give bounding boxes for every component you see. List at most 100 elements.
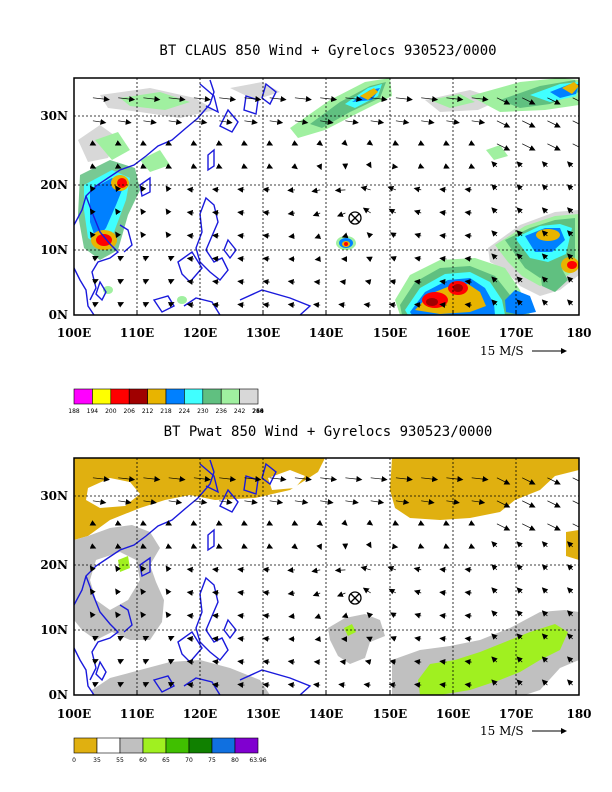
- wind-vector-arrow: [464, 186, 472, 193]
- wind-vector-arrow: [491, 679, 498, 686]
- wind-vector-arrow: [219, 96, 237, 103]
- colorbar-swatch: [128, 388, 148, 405]
- wind-vector-arrow: [320, 96, 338, 103]
- wind-vector-arrow: [341, 232, 349, 239]
- wind-vector-arrow: [491, 230, 498, 237]
- wind-vector-arrow: [491, 161, 498, 168]
- wind-vector-arrow: [443, 163, 450, 169]
- wind-vector-arrow: [547, 523, 561, 531]
- wind-vector-arrow: [312, 590, 321, 597]
- wind-vector-arrow: [237, 255, 245, 262]
- wind-vector-arrow: [522, 477, 536, 485]
- wind-vector-arrow: [312, 210, 321, 217]
- wind-vector-arrow: [547, 477, 561, 485]
- wind-vector-arrow: [193, 96, 211, 103]
- wind-vector-arrow: [320, 118, 334, 125]
- wind-vector-arrow: [345, 498, 359, 505]
- wind-vector-arrow: [341, 612, 349, 619]
- wind-vector-arrow: [414, 278, 422, 285]
- wind-vector-arrow: [446, 498, 460, 505]
- wind-vector-arrow: [294, 118, 309, 125]
- wind-vector-arrow: [316, 139, 324, 146]
- wind-vector-arrow: [566, 564, 574, 571]
- wind-vector-arrow: [516, 207, 523, 214]
- wind-vector-arrow: [421, 118, 435, 125]
- wind-vector-arrow: [186, 278, 194, 285]
- wind-vector-arrow: [345, 118, 359, 125]
- wind-vector-arrow: [140, 231, 147, 239]
- wind-vector-arrow: [439, 186, 447, 193]
- wind-vector-arrow: [313, 301, 321, 308]
- wind-vector-arrow: [287, 210, 295, 217]
- wind-vector-arrow: [566, 253, 574, 260]
- wind-vector-arrow: [388, 208, 397, 215]
- wind-vector-arrow: [336, 591, 346, 597]
- wind-vector-arrow: [516, 679, 523, 686]
- wind-vector-arrow: [262, 301, 270, 308]
- wind-vector-arrow: [92, 256, 99, 262]
- wind-vector-arrow: [241, 163, 248, 169]
- wind-vector-arrow: [413, 589, 422, 596]
- wind-vector-arrow: [89, 611, 96, 619]
- wind-vector-arrow: [186, 612, 194, 619]
- wind-vector-arrow: [215, 543, 223, 549]
- wind-vector-arrow: [186, 658, 194, 665]
- wind-vector-arrow: [439, 635, 447, 642]
- wind-vector-arrow: [341, 519, 348, 526]
- wind-vector-arrow: [190, 163, 198, 169]
- wind-vector-arrow: [464, 589, 472, 596]
- wind-vector-arrow: [491, 299, 498, 306]
- colorbar-swatch: [110, 388, 130, 405]
- wind-vector-arrow: [496, 500, 511, 508]
- pwat-gridlines: [74, 458, 579, 695]
- wind-vector-arrow: [566, 610, 574, 617]
- wind-vector-arrow: [339, 279, 346, 286]
- claus-xlabel-100e: 100E: [57, 326, 91, 340]
- wind-vector-arrow: [360, 565, 371, 572]
- colorbar-tick-label: 236: [215, 408, 227, 415]
- wind-vector-arrow: [212, 612, 220, 619]
- wind-vector-arrow: [311, 567, 321, 574]
- wind-vector-arrow: [190, 543, 198, 549]
- colorbar-tick-label: 218: [160, 408, 172, 415]
- pwat-ylabel-0n: 0N: [49, 688, 68, 702]
- wind-vector-arrow: [491, 610, 498, 617]
- wind-vector-arrow: [291, 163, 298, 170]
- wind-vector-arrow: [212, 681, 220, 688]
- wind-vector-arrow: [370, 96, 388, 103]
- pwat-ylabel-20n: 20N: [40, 558, 68, 572]
- wind-vector-arrow: [115, 565, 121, 573]
- colorbar-tick-label: 194: [87, 408, 99, 415]
- wind-vector-arrow: [89, 208, 96, 216]
- wind-vector-arrow: [516, 656, 523, 663]
- wind-vector-arrow: [341, 139, 348, 146]
- wind-vector-arrow: [215, 140, 223, 146]
- colorbar-tick-label: 254: [252, 408, 264, 415]
- wind-vector-arrow: [165, 543, 173, 549]
- wind-vector-arrow: [414, 681, 422, 688]
- colorbar-tick-label: 242: [234, 408, 246, 415]
- wind-vector-arrow: [566, 184, 574, 191]
- pwat-xlabel-150e: 150E: [373, 707, 407, 721]
- wind-vector-arrow: [491, 253, 498, 260]
- wind-vector-arrow: [287, 658, 295, 665]
- wind-vector-arrow: [541, 587, 549, 594]
- wind-vector-arrow: [516, 587, 523, 594]
- colorbar-swatch: [211, 737, 236, 754]
- wind-vector-arrow: [165, 588, 172, 596]
- wind-vector-arrow: [140, 611, 147, 619]
- wind-vector-arrow: [167, 682, 175, 688]
- wind-vector-arrow: [522, 97, 536, 105]
- wind-vector-arrow: [115, 208, 121, 216]
- wind-vector-arrow: [140, 543, 147, 549]
- wind-vector-arrow: [496, 120, 511, 128]
- wind-vector-arrow: [167, 256, 175, 262]
- wind-vector-arrow: [516, 184, 523, 191]
- wind-vector-arrow: [92, 476, 110, 483]
- wind-vector-arrow: [387, 566, 397, 572]
- wind-vector-arrow: [140, 520, 147, 526]
- wind-vector-arrow: [92, 498, 107, 505]
- wind-vector-arrow: [165, 520, 173, 526]
- wind-vector-arrow: [541, 230, 549, 237]
